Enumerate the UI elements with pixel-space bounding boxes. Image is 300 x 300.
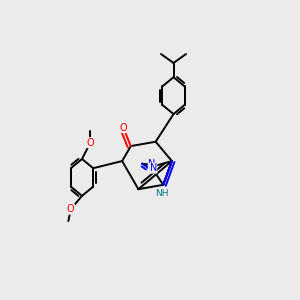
Text: N: N [148, 159, 156, 169]
Text: NH: NH [155, 189, 169, 198]
Text: O: O [86, 138, 94, 148]
Text: N: N [149, 163, 157, 173]
Text: O: O [119, 123, 127, 133]
Text: O: O [67, 204, 74, 214]
